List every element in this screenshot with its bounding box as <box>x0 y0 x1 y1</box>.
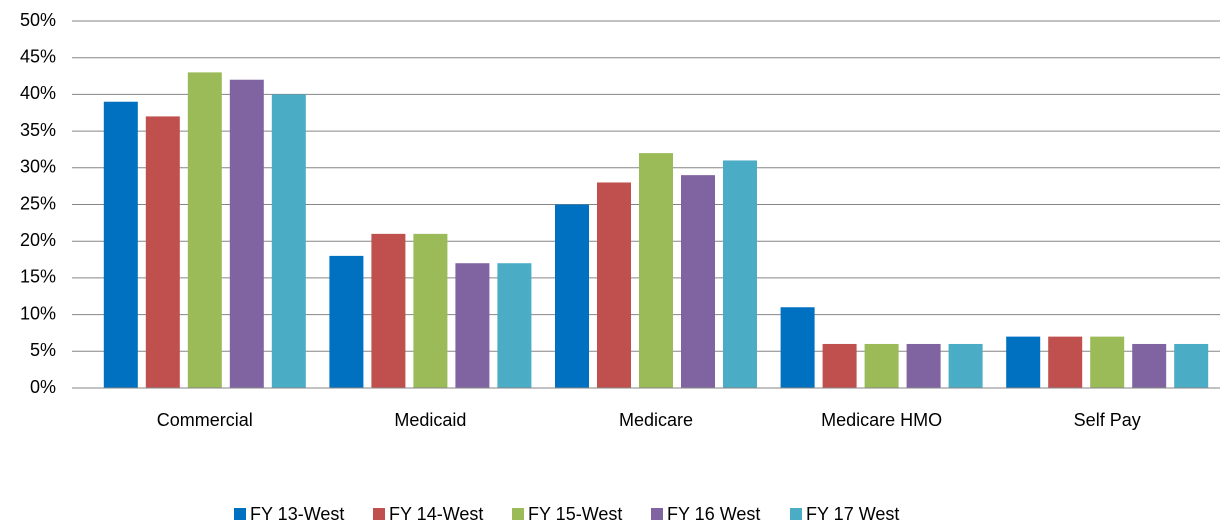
bar <box>723 160 757 388</box>
legend-swatch <box>373 508 385 520</box>
legend-label: FY 13-West <box>250 504 344 524</box>
y-tick-label: 35% <box>20 120 56 140</box>
bar <box>681 175 715 388</box>
bar <box>103 101 138 389</box>
bar <box>271 94 306 389</box>
bar <box>639 153 673 388</box>
legend-label: FY 14-West <box>389 504 483 524</box>
x-tick-label: Medicare <box>619 410 693 430</box>
bar <box>1132 343 1167 388</box>
bar <box>822 343 857 388</box>
x-tick-label: Self Pay <box>1074 410 1141 430</box>
y-tick-label: 25% <box>20 193 56 213</box>
bar <box>948 343 983 388</box>
legend-label: FY 15-West <box>528 504 622 524</box>
legend-label: FY 16 West <box>667 504 760 524</box>
x-tick-label: Medicaid <box>394 410 466 430</box>
bar <box>555 204 589 388</box>
bar <box>597 182 631 388</box>
legend-swatch <box>790 508 802 520</box>
x-tick-label: Commercial <box>157 410 253 430</box>
bar <box>1174 343 1209 388</box>
x-tick-label: Medicare HMO <box>821 410 942 430</box>
bar <box>229 79 264 388</box>
y-tick-label: 15% <box>20 267 56 287</box>
legend-label: FY 17 West <box>806 504 899 524</box>
bar <box>1090 336 1125 388</box>
bar <box>906 343 941 388</box>
bar <box>187 72 222 388</box>
y-tick-label: 20% <box>20 230 56 250</box>
bar <box>413 233 448 388</box>
bar <box>455 263 490 388</box>
y-tick-label: 0% <box>30 377 56 397</box>
legend-swatch <box>651 508 663 520</box>
bar <box>145 116 180 389</box>
bar <box>1048 336 1083 388</box>
y-tick-label: 50% <box>20 10 56 30</box>
y-tick-label: 45% <box>20 46 56 66</box>
bar <box>1006 336 1041 388</box>
bar <box>497 263 532 388</box>
y-tick-label: 30% <box>20 157 56 177</box>
y-tick-label: 40% <box>20 83 56 103</box>
y-tick-label: 5% <box>30 340 56 360</box>
bar <box>780 307 815 388</box>
bar <box>864 343 899 388</box>
legend-swatch <box>234 508 246 520</box>
legend-swatch <box>512 508 524 520</box>
bar <box>371 233 406 388</box>
y-tick-label: 10% <box>20 303 56 323</box>
bar <box>329 255 364 388</box>
